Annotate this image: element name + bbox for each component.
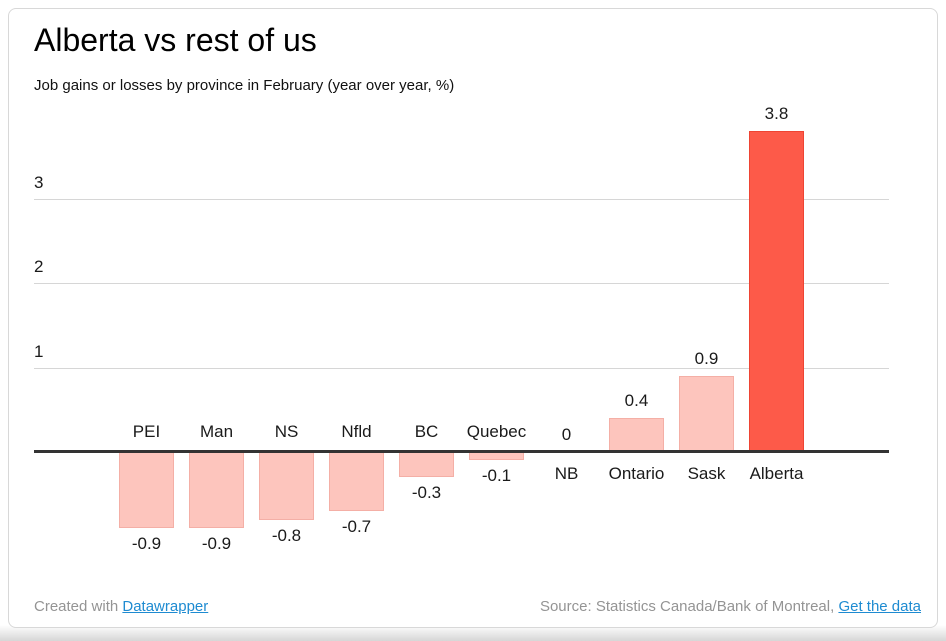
bar-sask: [679, 375, 734, 452]
category-label-alberta: Alberta: [749, 464, 804, 483]
y-tick-label: 3: [34, 172, 44, 192]
bar-bc: [399, 452, 454, 478]
category-label-ns: NS: [274, 422, 299, 441]
value-label-pei: -0.9: [131, 534, 162, 554]
gridline-y-1: [34, 367, 889, 369]
page-bottom-shadow: [0, 625, 946, 641]
get-the-data-link[interactable]: Get the data: [838, 598, 921, 615]
value-label-bc: -0.3: [411, 483, 442, 503]
bar-alberta: [749, 130, 804, 452]
datawrapper-link[interactable]: Datawrapper: [122, 598, 209, 615]
footer-source: Source: Statistics Canada/Bank of Montre…: [540, 597, 921, 617]
value-label-nfld: -0.7: [341, 517, 372, 537]
category-label-bc: BC: [414, 422, 439, 441]
chart-subtitle: Job gains or losses by province in Febru…: [34, 77, 455, 94]
value-label-nb: 0: [561, 425, 572, 444]
category-label-ontario: Ontario: [608, 464, 665, 483]
value-label-ns: -0.8: [271, 525, 302, 545]
category-label-sask: Sask: [687, 464, 726, 483]
bar-nfld: [329, 452, 384, 512]
bar-ns: [259, 452, 314, 520]
footer-attribution: Created with Datawrapper: [34, 597, 208, 617]
value-label-sask: 0.9: [694, 348, 719, 368]
chart-title: Alberta vs rest of us: [34, 22, 317, 58]
bar-quebec: [469, 452, 524, 461]
value-label-ontario: 0.4: [624, 391, 649, 411]
chart-footer: Created with Datawrapper Source: Statist…: [34, 597, 921, 617]
chart-card: Alberta vs rest of us Job gains or losse…: [8, 8, 938, 628]
category-label-nfld: Nfld: [341, 422, 372, 441]
footer-attribution-text: Created with: [34, 598, 123, 615]
x-axis-baseline: [34, 450, 889, 453]
value-label-man: -0.9: [201, 534, 232, 554]
value-label-alberta: 3.8: [764, 103, 789, 123]
category-label-man: Man: [199, 422, 234, 441]
plot-area: 1 2 3 PEI -0.9 Man -0.9 NS -0.8 Nfld -0.7 BC -0.3 Que…: [9, 9, 937, 627]
bar-pei: [119, 452, 174, 529]
category-label-quebec: Quebec: [466, 422, 527, 441]
category-label-nb: NB: [554, 464, 579, 483]
y-tick-label: 1: [34, 341, 44, 361]
bar-ontario: [609, 418, 664, 452]
y-tick-label: 2: [34, 257, 44, 276]
category-label-pei: PEI: [132, 422, 161, 441]
value-label-quebec: -0.1: [481, 466, 512, 486]
gridline-y-2: [34, 283, 889, 284]
gridline-y-3: [34, 198, 889, 200]
bar-man: [189, 452, 244, 529]
footer-source-text: Source: Statistics Canada/Bank of Montre…: [539, 598, 839, 615]
